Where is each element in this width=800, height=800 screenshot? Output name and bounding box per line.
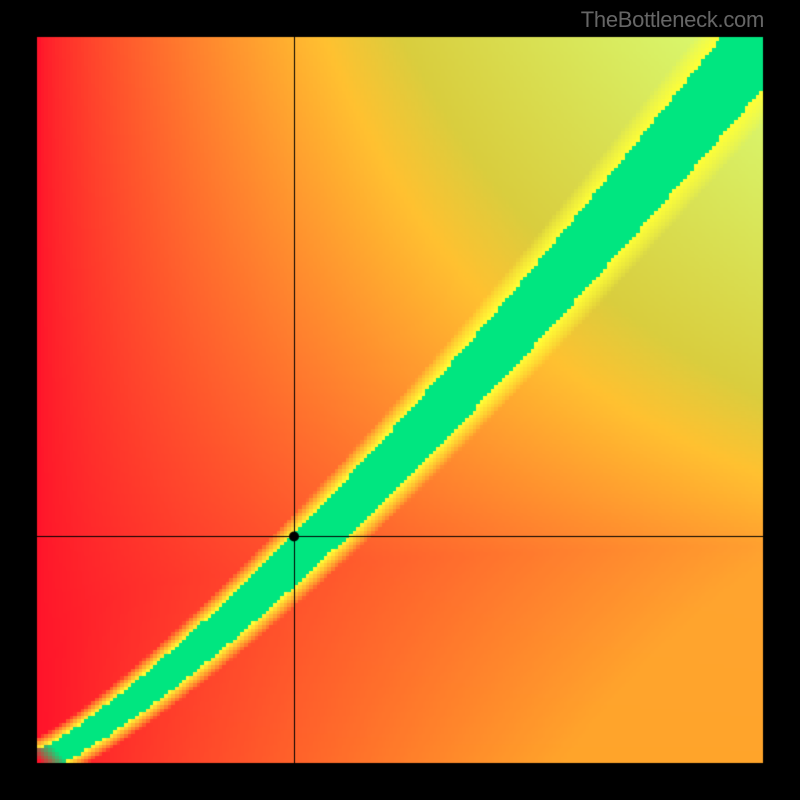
watermark-text: TheBottleneck.com [581, 7, 764, 33]
bottleneck-heatmap-canvas [0, 0, 800, 800]
chart-container: TheBottleneck.com [0, 0, 800, 800]
